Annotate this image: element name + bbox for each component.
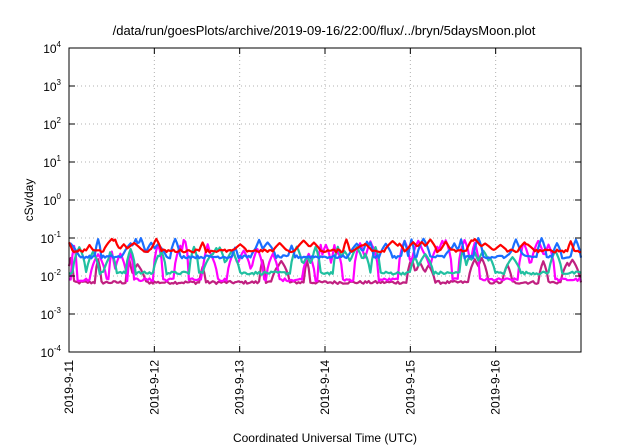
- y-tick-label: 10-4: [41, 344, 62, 360]
- y-tick-labels: 10-4 10-3 10-2 10-1 100 101 102 103 104: [41, 40, 62, 360]
- x-axis-label: Coordinated Universal Time (UTC): [233, 431, 417, 445]
- x-tick-labels: 2019-9-11 2019-9-12 2019-9-13 2019-9-14 2019…: [62, 360, 503, 415]
- x-tick-label: 2019-9-14: [318, 360, 332, 415]
- x-tick-label: 2019-9-12: [147, 360, 161, 415]
- x-tick-label: 2019-9-15: [403, 360, 417, 415]
- x-tick-label: 2019-9-11: [62, 360, 76, 414]
- y-axis-label: cSv/day: [22, 179, 36, 222]
- y-tick-label: 104: [43, 40, 61, 56]
- series-layer: [67, 237, 583, 285]
- series-line: [68, 237, 583, 260]
- x-tick-label: 2019-9-16: [489, 360, 503, 415]
- grid: [69, 48, 581, 352]
- y-tick-label: 10-1: [41, 230, 62, 246]
- y-tick-label: 102: [43, 116, 61, 132]
- ticks: [68, 47, 581, 353]
- series-line: [67, 256, 583, 285]
- chart-title: /data/run/goesPlots/archive/2019-09-16/2…: [113, 23, 536, 38]
- y-tick-label: 10-3: [41, 306, 62, 322]
- y-tick-label: 100: [43, 192, 61, 208]
- x-tick-label: 2019-9-13: [233, 360, 247, 415]
- y-tick-label: 101: [43, 154, 61, 170]
- y-tick-label: 10-2: [41, 268, 62, 284]
- series-line: [68, 237, 581, 254]
- series-line: [68, 245, 582, 276]
- y-tick-label: 103: [43, 78, 61, 94]
